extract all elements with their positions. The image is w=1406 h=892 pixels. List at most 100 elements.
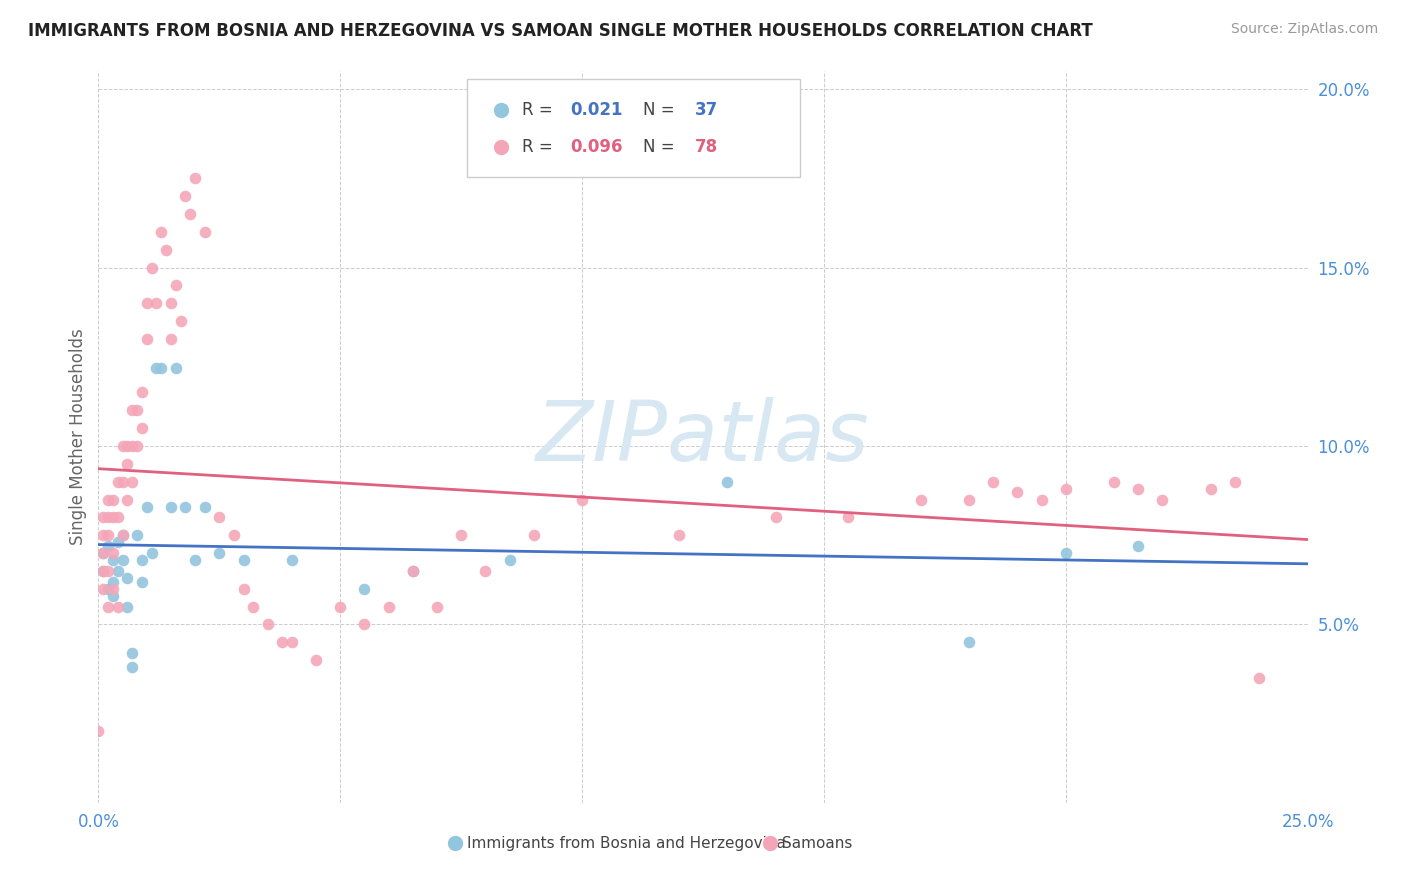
Text: N =: N = bbox=[643, 137, 679, 155]
Point bbox=[174, 189, 197, 203]
Point bbox=[145, 360, 167, 375]
Text: 0.021: 0.021 bbox=[569, 101, 623, 119]
Point bbox=[101, 492, 124, 507]
Point bbox=[107, 599, 129, 614]
Point bbox=[117, 599, 139, 614]
Point bbox=[765, 510, 787, 524]
Point bbox=[150, 225, 173, 239]
Point bbox=[305, 653, 328, 667]
Point bbox=[117, 457, 139, 471]
Point bbox=[97, 564, 120, 578]
Text: Samoans: Samoans bbox=[782, 836, 852, 851]
Point bbox=[1054, 546, 1077, 560]
Point bbox=[957, 635, 980, 649]
Point bbox=[97, 510, 120, 524]
Point bbox=[194, 225, 217, 239]
Point bbox=[1223, 475, 1246, 489]
Point bbox=[281, 635, 304, 649]
Point bbox=[1128, 539, 1150, 553]
Point bbox=[97, 582, 120, 596]
Point bbox=[135, 500, 157, 514]
Point bbox=[256, 617, 278, 632]
Point bbox=[117, 571, 139, 585]
Point bbox=[111, 528, 134, 542]
Point bbox=[1152, 492, 1174, 507]
Point bbox=[208, 546, 231, 560]
Point bbox=[523, 528, 546, 542]
Point bbox=[208, 510, 231, 524]
Point bbox=[121, 660, 143, 674]
Text: R =: R = bbox=[522, 101, 558, 119]
Point bbox=[97, 599, 120, 614]
Point bbox=[97, 492, 120, 507]
Point bbox=[353, 582, 375, 596]
Point bbox=[165, 278, 187, 293]
Point bbox=[101, 589, 124, 603]
Point bbox=[97, 528, 120, 542]
Point bbox=[141, 546, 163, 560]
Point bbox=[837, 510, 859, 524]
Point bbox=[107, 475, 129, 489]
Point bbox=[91, 510, 114, 524]
Point bbox=[107, 510, 129, 524]
Point bbox=[165, 360, 187, 375]
Point bbox=[1249, 671, 1271, 685]
Point bbox=[668, 528, 690, 542]
Point bbox=[111, 475, 134, 489]
Point bbox=[1102, 475, 1125, 489]
Point bbox=[232, 582, 254, 596]
Point bbox=[117, 492, 139, 507]
FancyBboxPatch shape bbox=[467, 78, 800, 178]
Point bbox=[402, 564, 425, 578]
Point bbox=[184, 171, 207, 186]
Point bbox=[111, 439, 134, 453]
Point bbox=[957, 492, 980, 507]
Point bbox=[1128, 482, 1150, 496]
Point bbox=[101, 582, 124, 596]
Point bbox=[981, 475, 1004, 489]
Point bbox=[91, 582, 114, 596]
Point bbox=[111, 553, 134, 567]
Point bbox=[111, 528, 134, 542]
Point bbox=[127, 528, 149, 542]
Point bbox=[150, 360, 173, 375]
Point bbox=[1031, 492, 1053, 507]
Point bbox=[716, 475, 738, 489]
Point bbox=[107, 535, 129, 549]
Point bbox=[402, 564, 425, 578]
Point bbox=[160, 332, 183, 346]
Point bbox=[91, 564, 114, 578]
Point bbox=[450, 528, 472, 542]
Point bbox=[131, 385, 153, 400]
Text: 37: 37 bbox=[695, 101, 718, 119]
Point bbox=[174, 500, 197, 514]
Point bbox=[474, 564, 496, 578]
Text: N =: N = bbox=[643, 101, 679, 119]
Point bbox=[121, 475, 143, 489]
Point bbox=[141, 260, 163, 275]
Point bbox=[169, 314, 191, 328]
Point bbox=[117, 439, 139, 453]
Point bbox=[571, 492, 593, 507]
Point bbox=[121, 403, 143, 417]
Text: 78: 78 bbox=[695, 137, 717, 155]
Point bbox=[353, 617, 375, 632]
Point bbox=[131, 574, 153, 589]
Text: R =: R = bbox=[522, 137, 558, 155]
Point bbox=[101, 553, 124, 567]
Point bbox=[160, 500, 183, 514]
Point bbox=[121, 646, 143, 660]
Point bbox=[1054, 482, 1077, 496]
Text: Immigrants from Bosnia and Herzegovina: Immigrants from Bosnia and Herzegovina bbox=[467, 836, 786, 851]
Point bbox=[101, 510, 124, 524]
Point bbox=[91, 528, 114, 542]
Point bbox=[131, 421, 153, 435]
Point bbox=[87, 724, 110, 739]
Point bbox=[1007, 485, 1029, 500]
Point bbox=[91, 564, 114, 578]
Text: ZIPatlas: ZIPatlas bbox=[536, 397, 870, 477]
Point bbox=[910, 492, 932, 507]
Point bbox=[145, 296, 167, 310]
Text: 0.096: 0.096 bbox=[569, 137, 623, 155]
Point bbox=[160, 296, 183, 310]
